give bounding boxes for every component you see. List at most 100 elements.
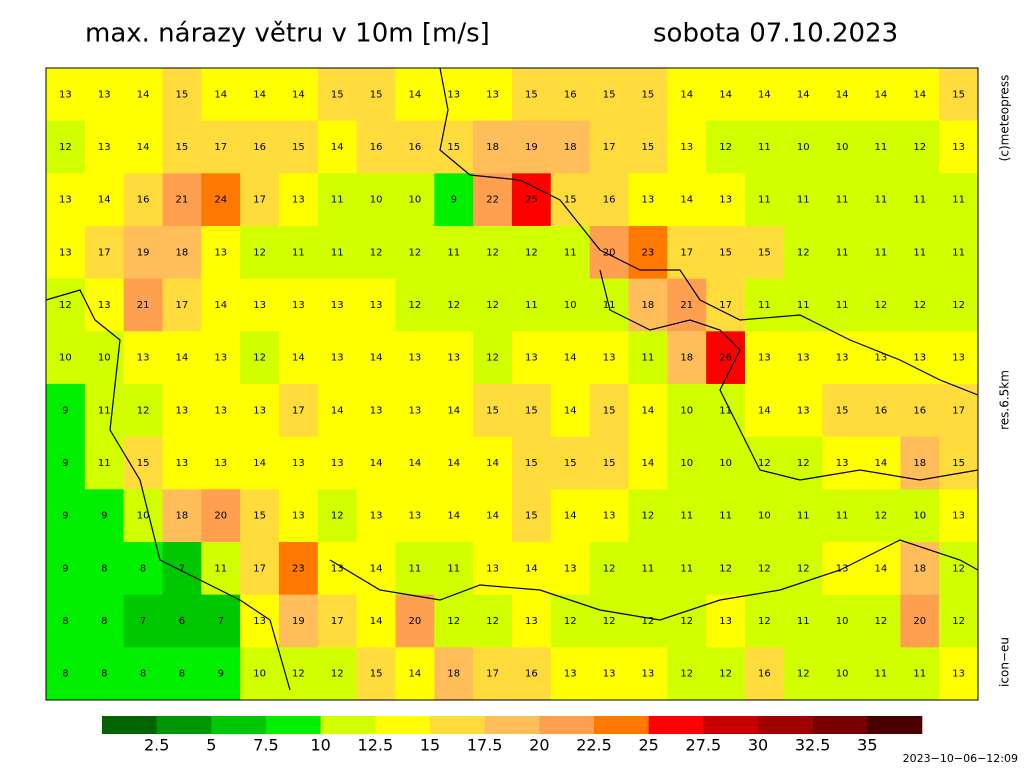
cell-value: 15 bbox=[525, 511, 538, 522]
cell-value: 14 bbox=[331, 405, 344, 416]
field-cell bbox=[550, 542, 591, 596]
field-cell bbox=[783, 436, 824, 490]
cell-value: 14 bbox=[292, 89, 305, 100]
cell-value: 17 bbox=[292, 405, 305, 416]
cell-value: 9 bbox=[451, 195, 457, 206]
field-cell bbox=[434, 489, 474, 543]
field-cell bbox=[123, 68, 163, 122]
field-cell bbox=[123, 278, 163, 332]
field-cell bbox=[900, 278, 940, 332]
cell-value: 13 bbox=[525, 353, 538, 364]
field-cell bbox=[628, 68, 668, 122]
field-cell bbox=[84, 68, 125, 122]
cell-value: 9 bbox=[218, 669, 224, 680]
cell-value: 14 bbox=[370, 563, 383, 574]
colorbar-label: 35 bbox=[857, 736, 877, 755]
cell-value: 13 bbox=[447, 353, 460, 364]
field-cell bbox=[123, 384, 163, 438]
field-cell bbox=[861, 278, 901, 332]
field-cell bbox=[939, 226, 979, 280]
cell-value: 23 bbox=[292, 563, 305, 574]
cell-value: 9 bbox=[62, 511, 68, 522]
cell-value: 15 bbox=[525, 405, 538, 416]
cell-value: 18 bbox=[486, 142, 499, 153]
colorbar-swatch bbox=[430, 716, 485, 734]
cell-value: 17 bbox=[680, 247, 693, 258]
field-cell bbox=[628, 173, 668, 227]
cell-value: 12 bbox=[603, 616, 616, 627]
cell-value: 11 bbox=[797, 511, 810, 522]
colorbar-label: 25 bbox=[638, 736, 658, 755]
cell-value: 13 bbox=[525, 616, 538, 627]
cell-value: 10 bbox=[137, 511, 150, 522]
field-cell bbox=[46, 542, 86, 596]
cell-value: 19 bbox=[137, 247, 150, 258]
field-cell bbox=[745, 120, 785, 174]
field-cell bbox=[550, 384, 591, 438]
field-cell bbox=[822, 594, 862, 648]
cell-value: 13 bbox=[59, 89, 72, 100]
field-cell bbox=[745, 542, 785, 596]
field-cell bbox=[46, 489, 86, 543]
cell-value: 11 bbox=[642, 563, 655, 574]
field-cell bbox=[46, 647, 86, 701]
field-cell bbox=[745, 331, 785, 385]
field-cell bbox=[240, 120, 280, 174]
cell-value: 11 bbox=[875, 247, 888, 258]
cell-value: 13 bbox=[331, 300, 344, 311]
field-cell bbox=[434, 436, 474, 490]
field-cell bbox=[667, 647, 707, 701]
cell-value: 17 bbox=[719, 300, 732, 311]
field-cell bbox=[46, 384, 86, 438]
field-cell bbox=[123, 542, 163, 596]
field-cell bbox=[317, 647, 358, 701]
field-cell bbox=[356, 226, 396, 280]
field-cell bbox=[434, 68, 474, 122]
cell-value: 13 bbox=[952, 511, 965, 522]
field-cell bbox=[861, 436, 901, 490]
cell-value: 19 bbox=[525, 142, 538, 153]
field-cell bbox=[395, 384, 435, 438]
field-cell bbox=[667, 331, 707, 385]
field-cell bbox=[46, 120, 86, 174]
field-cell bbox=[706, 68, 746, 122]
cell-value: 13 bbox=[564, 669, 577, 680]
cell-value: 12 bbox=[797, 458, 810, 469]
cell-value: 7 bbox=[218, 616, 224, 627]
cell-value: 13 bbox=[719, 616, 732, 627]
cell-value: 13 bbox=[253, 616, 266, 627]
cell-value: 11 bbox=[719, 511, 732, 522]
cell-value: 13 bbox=[603, 511, 616, 522]
field-cell bbox=[473, 226, 513, 280]
cell-value: 13 bbox=[370, 300, 383, 311]
colorbar-label: 27.5 bbox=[686, 736, 722, 755]
field-cell bbox=[745, 594, 785, 648]
cell-value: 12 bbox=[875, 511, 888, 522]
field-cell bbox=[512, 384, 552, 438]
field-cell bbox=[628, 594, 668, 648]
cell-value: 17 bbox=[253, 563, 266, 574]
field-cell bbox=[279, 278, 319, 332]
field-cell bbox=[900, 594, 940, 648]
field-cell bbox=[861, 120, 901, 174]
field-cell bbox=[512, 647, 552, 701]
field-cell bbox=[395, 436, 435, 490]
cell-value: 18 bbox=[642, 300, 655, 311]
field-cell bbox=[900, 489, 940, 543]
colorbar-label: 15 bbox=[420, 736, 440, 755]
cell-value: 10 bbox=[913, 511, 926, 522]
field-cell bbox=[822, 68, 862, 122]
field-cell bbox=[84, 647, 125, 701]
field-cell bbox=[279, 489, 319, 543]
cell-value: 14 bbox=[564, 511, 577, 522]
field-cell bbox=[123, 594, 163, 648]
cell-value: 12 bbox=[525, 247, 538, 258]
field-cell bbox=[706, 647, 746, 701]
field-cell bbox=[356, 489, 396, 543]
field-cell bbox=[589, 120, 629, 174]
field-cell bbox=[628, 542, 668, 596]
field-cell bbox=[900, 331, 940, 385]
cell-value: 13 bbox=[719, 195, 732, 206]
cell-value: 15 bbox=[603, 458, 616, 469]
border-line bbox=[599, 269, 979, 481]
